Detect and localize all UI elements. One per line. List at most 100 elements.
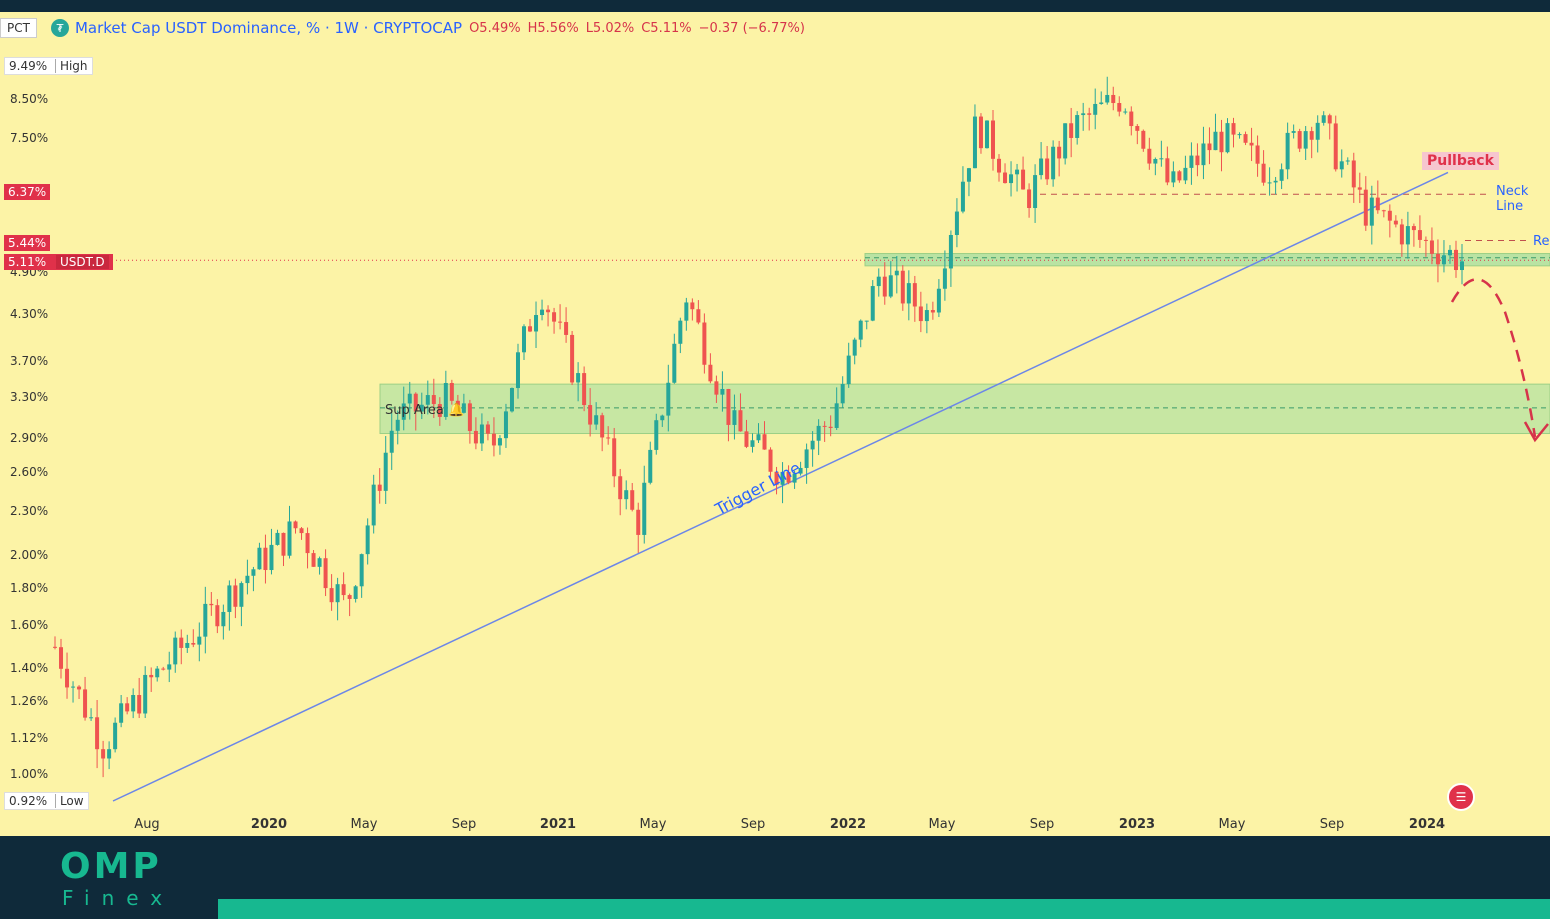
candle-body — [1453, 249, 1458, 271]
resistance-label: Re — [1533, 234, 1550, 249]
chart-svg[interactable] — [0, 12, 1550, 836]
candle-body — [131, 695, 136, 712]
candle-body — [1447, 249, 1452, 256]
candle-body — [1237, 134, 1242, 136]
candle-body — [888, 275, 893, 297]
candle-body — [359, 554, 364, 587]
candle-body — [966, 168, 971, 182]
candle-body — [1309, 131, 1314, 140]
candle-body — [936, 288, 941, 313]
candle-body — [317, 558, 322, 567]
candle-body — [1183, 167, 1188, 181]
candle-body — [215, 605, 220, 627]
low-marker: 0.92% Low — [4, 792, 89, 810]
brand-logo: OMP — [60, 846, 162, 887]
candle-body — [1417, 230, 1422, 240]
candle-body — [221, 611, 226, 627]
high-value-label: 9.49% — [9, 59, 48, 73]
candle-body — [1321, 115, 1326, 123]
candle-body — [209, 603, 214, 606]
time-label: May — [1218, 817, 1246, 832]
price-label: 3.30% — [10, 390, 49, 405]
candle-body — [1267, 182, 1272, 184]
candle-body — [461, 403, 466, 413]
candle-body — [1213, 131, 1218, 151]
candle-body — [960, 181, 965, 212]
resistance-zone — [864, 253, 1550, 267]
candle-body — [876, 276, 881, 287]
candle-body — [546, 309, 551, 313]
candle-body — [882, 276, 887, 297]
candle-body — [1141, 130, 1146, 149]
candle-body — [660, 415, 665, 421]
candle-body — [269, 544, 274, 571]
candle-body — [323, 558, 328, 589]
candle-body — [1201, 143, 1206, 166]
candle-body — [762, 434, 767, 450]
candle-body — [528, 326, 533, 332]
candle-body — [1285, 132, 1290, 170]
pullback-label: Pullback — [1422, 152, 1499, 170]
us-flag-icon[interactable]: ☰ — [1447, 783, 1475, 811]
candle-body — [407, 393, 412, 404]
candle-body — [1429, 240, 1434, 254]
candle-body — [143, 674, 148, 714]
price-label: 1.00% — [10, 766, 49, 781]
candle-body — [1261, 163, 1266, 183]
candle-body — [768, 449, 773, 472]
candle-body — [239, 583, 244, 607]
candle-body — [275, 532, 280, 545]
candle-body — [425, 395, 430, 405]
candle-body — [497, 438, 502, 446]
candle-body — [1357, 187, 1362, 190]
close-value: C5.11% — [641, 20, 692, 36]
candle-body — [678, 320, 683, 344]
low-value-label: 0.92% — [9, 794, 48, 808]
candle-body — [1255, 145, 1260, 164]
chart-title[interactable]: Market Cap USDT Dominance, % · 1W · CRYP… — [74, 19, 463, 37]
brand-subtitle: Finex — [62, 886, 175, 910]
price-label: 2.90% — [10, 430, 49, 445]
candle-body — [1195, 155, 1200, 166]
candle-body — [401, 403, 406, 420]
candle-body — [335, 584, 340, 603]
candle-body — [1087, 113, 1092, 115]
candle-body — [606, 437, 611, 439]
candle-body — [71, 686, 76, 688]
candle-body — [353, 586, 358, 599]
candle-body — [1177, 171, 1182, 181]
candle-body — [1171, 171, 1176, 183]
candle-body — [540, 309, 545, 316]
candle-body — [690, 302, 695, 310]
candle-body — [564, 322, 569, 335]
candle-body — [293, 521, 298, 529]
candle-body — [522, 326, 526, 353]
candle-body — [233, 585, 238, 607]
candle-body — [858, 320, 863, 340]
support-zone — [379, 383, 1550, 435]
chart-area[interactable]: PCT ₮ Market Cap USDT Dominance, % · 1W … — [0, 12, 1550, 836]
candle-body — [395, 419, 400, 431]
candle-body — [1153, 158, 1158, 164]
candle-body — [648, 449, 653, 483]
last-price: 5.11% — [8, 255, 47, 269]
candle-body — [107, 749, 112, 759]
candle-body — [1399, 224, 1404, 245]
price-label: 8.50% — [10, 91, 49, 106]
candle-body — [1231, 123, 1236, 135]
candle-body — [576, 373, 581, 383]
candle-body — [515, 352, 520, 389]
candle-body — [816, 425, 821, 441]
candle-body — [473, 430, 478, 444]
price-tag-current-b: 5.44% — [4, 235, 51, 251]
low-value: L5.02% — [585, 20, 635, 36]
candle-body — [1291, 131, 1296, 133]
symbol-box[interactable]: PCT — [0, 18, 37, 38]
candle-body — [329, 588, 334, 603]
candle-body — [83, 689, 88, 718]
candle-body — [101, 749, 106, 759]
candle-body — [365, 525, 370, 555]
candle-body — [89, 717, 94, 719]
time-label: May — [639, 817, 667, 832]
candle-body — [179, 637, 184, 648]
